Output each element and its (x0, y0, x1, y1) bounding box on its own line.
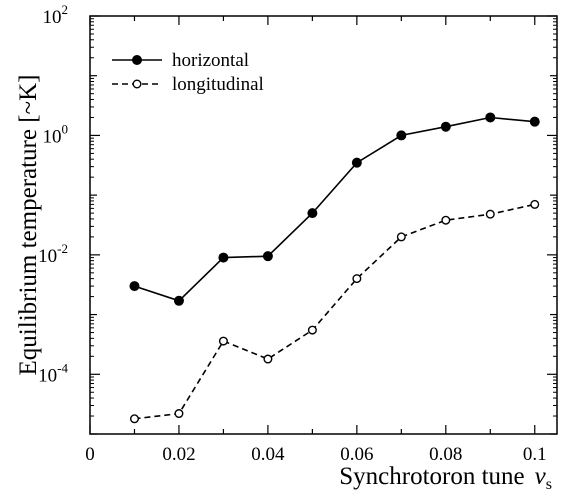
x-tick-label: 0.08 (429, 444, 462, 465)
x-axis-title-text: Synchrotoron tune (339, 463, 524, 490)
data-point-longitudinal (263, 354, 273, 364)
legend-label-longitudinal: longitudinal (172, 74, 264, 95)
data-point-horizontal (218, 252, 229, 263)
data-point-longitudinal (396, 232, 406, 242)
data-point-longitudinal (307, 325, 317, 335)
x-axis-symbol: ν (535, 463, 547, 490)
data-point-longitudinal (218, 336, 228, 346)
x-tick-label: 0.02 (162, 444, 195, 465)
x-axis-title: Synchrotoron tune νs (339, 463, 552, 490)
data-point-horizontal (173, 295, 184, 306)
x-tick-label: 0 (85, 444, 95, 465)
legend-marker-horizontal (132, 55, 142, 65)
data-point-longitudinal (441, 215, 451, 225)
legend-marker-longitudinal (132, 79, 142, 89)
y-tick-labels: 10-4 10-2 100 102 (38, 2, 68, 386)
data-point-longitudinal (129, 414, 139, 424)
data-point-horizontal (396, 130, 407, 141)
y-tick-label: 10-2 (38, 241, 68, 267)
data-point-longitudinal (530, 199, 540, 209)
legend-label-horizontal: horizontal (172, 50, 249, 71)
x-tick-labels: 0 0.02 0.04 0.06 0.08 0.1 (85, 444, 546, 465)
data-point-horizontal (440, 121, 451, 132)
y-axis-title: Equilibrium temperature [~K] (15, 75, 42, 376)
x-tick-label: 0.1 (523, 444, 547, 465)
axis-ticks (89, 15, 557, 435)
y-tick-label: 102 (43, 2, 69, 28)
data-point-horizontal (485, 112, 496, 123)
data-point-horizontal (351, 157, 362, 168)
data-point-horizontal (307, 208, 318, 219)
series-line-horizontal (134, 116, 535, 302)
y-tick-label: 100 (43, 121, 69, 147)
x-tick-label: 0.04 (251, 444, 285, 465)
x-axis-subscript: s (546, 476, 552, 490)
series-layer (129, 112, 540, 424)
series-line-longitudinal (134, 203, 535, 420)
data-point-longitudinal (352, 274, 362, 284)
data-point-horizontal (129, 281, 140, 292)
data-point-longitudinal (174, 409, 184, 419)
data-point-longitudinal (485, 209, 495, 219)
data-point-horizontal (262, 251, 273, 262)
x-tick-label: 0.06 (340, 444, 373, 465)
data-point-horizontal (529, 116, 540, 127)
plot-frame (89, 15, 558, 435)
legend: horizontal longitudinal (112, 50, 264, 95)
y-tick-label: 10-4 (38, 360, 68, 386)
